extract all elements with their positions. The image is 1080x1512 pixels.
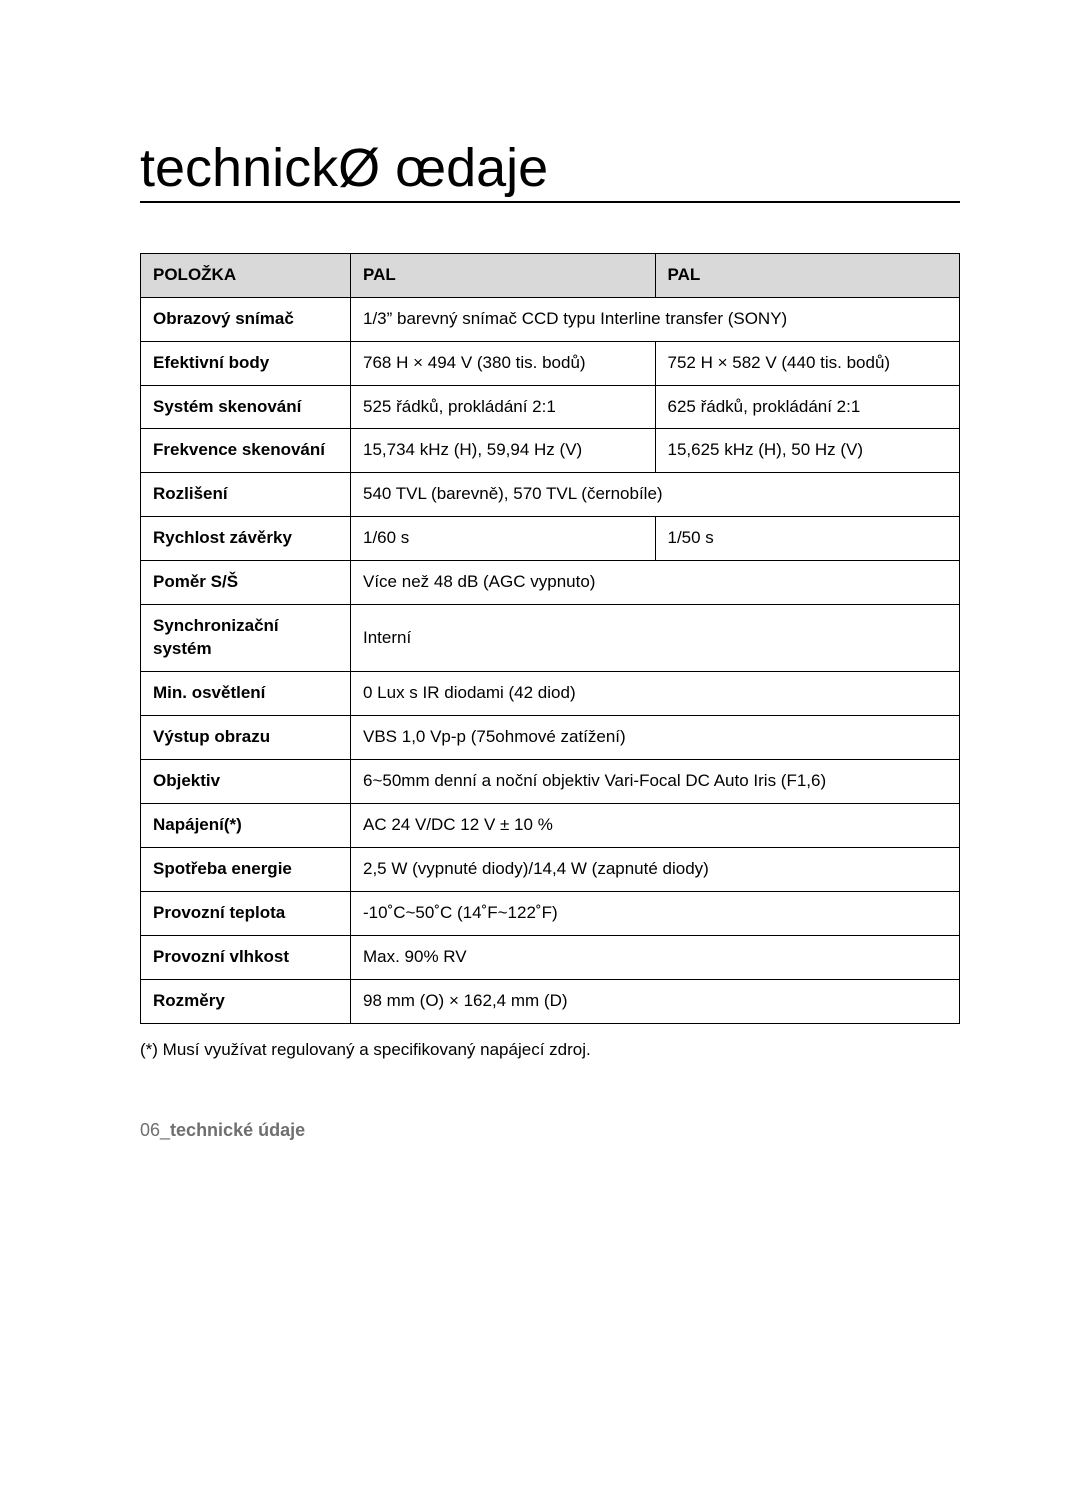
- row-value-2: 1/50 s: [655, 517, 960, 561]
- row-value: Max. 90% RV: [351, 935, 960, 979]
- page-footer: 06_technické údaje: [140, 1120, 305, 1141]
- row-label: Provozní teplota: [141, 891, 351, 935]
- row-value-2: 625 řádků, prokládání 2:1: [655, 385, 960, 429]
- row-label: Provozní vlhkost: [141, 935, 351, 979]
- row-label: Rozlišení: [141, 473, 351, 517]
- table-row: Výstup obrazuVBS 1,0 Vp-p (75ohmové zatí…: [141, 716, 960, 760]
- row-label: Min. osvětlení: [141, 672, 351, 716]
- row-value: 2,5 W (vypnuté diody)/14,4 W (zapnuté di…: [351, 847, 960, 891]
- row-value-2: 752 H × 582 V (440 tis. bodů): [655, 341, 960, 385]
- row-value: 98 mm (O) × 162,4 mm (D): [351, 979, 960, 1023]
- row-label: Frekvence skenování: [141, 429, 351, 473]
- table-row: Frekvence skenování15,734 kHz (H), 59,94…: [141, 429, 960, 473]
- table-row: Rychlost závěrky1/60 s1/50 s: [141, 517, 960, 561]
- row-value: 540 TVL (barevně), 570 TVL (černobíle): [351, 473, 960, 517]
- row-value: 1/3” barevný snímač CCD typu Interline t…: [351, 297, 960, 341]
- row-label: Napájení(*): [141, 803, 351, 847]
- table-row: Efektivní body768 H × 494 V (380 tis. bo…: [141, 341, 960, 385]
- document-page: technickØ œdaje POLOŽKA PAL PAL Obrazový…: [0, 0, 1080, 1060]
- header-col-1: PAL: [351, 253, 656, 297]
- table-row: Systém skenování525 řádků, prokládání 2:…: [141, 385, 960, 429]
- row-label: Synchronizační systém: [141, 605, 351, 672]
- table-row: Obrazový snímač1/3” barevný snímač CCD t…: [141, 297, 960, 341]
- row-value: 0 Lux s IR diodami (42 diod): [351, 672, 960, 716]
- table-row: Synchronizační systémInterní: [141, 605, 960, 672]
- page-title: technickØ œdaje: [140, 140, 960, 197]
- table-row: Rozlišení540 TVL (barevně), 570 TVL (čer…: [141, 473, 960, 517]
- row-label: Obrazový snímač: [141, 297, 351, 341]
- row-value: AC 24 V/DC 12 V ± 10 %: [351, 803, 960, 847]
- table-row: Min. osvětlení0 Lux s IR diodami (42 dio…: [141, 672, 960, 716]
- table-row: Spotřeba energie2,5 W (vypnuté diody)/14…: [141, 847, 960, 891]
- table-row: Napájení(*)AC 24 V/DC 12 V ± 10 %: [141, 803, 960, 847]
- title-rule: technickØ œdaje: [140, 140, 960, 203]
- table-row: Rozměry98 mm (O) × 162,4 mm (D): [141, 979, 960, 1023]
- row-value: VBS 1,0 Vp-p (75ohmové zatížení): [351, 716, 960, 760]
- footer-section-name: technické údaje: [170, 1120, 305, 1140]
- spec-table-body: Obrazový snímač1/3” barevný snímač CCD t…: [141, 297, 960, 1023]
- row-value-2: 15,625 kHz (H), 50 Hz (V): [655, 429, 960, 473]
- row-label: Spotřeba energie: [141, 847, 351, 891]
- table-row: Objektiv6~50mm denní a noční objektiv Va…: [141, 759, 960, 803]
- row-label: Systém skenování: [141, 385, 351, 429]
- row-value-1: 1/60 s: [351, 517, 656, 561]
- row-value: 6~50mm denní a noční objektiv Vari-Focal…: [351, 759, 960, 803]
- row-label: Rozměry: [141, 979, 351, 1023]
- row-value-1: 525 řádků, prokládání 2:1: [351, 385, 656, 429]
- row-value-1: 15,734 kHz (H), 59,94 Hz (V): [351, 429, 656, 473]
- table-header-row: POLOŽKA PAL PAL: [141, 253, 960, 297]
- row-value-1: 768 H × 494 V (380 tis. bodů): [351, 341, 656, 385]
- table-row: Provozní teplota-10˚C~50˚C (14˚F~122˚F): [141, 891, 960, 935]
- header-item: POLOŽKA: [141, 253, 351, 297]
- row-label: Efektivní body: [141, 341, 351, 385]
- row-value: -10˚C~50˚C (14˚F~122˚F): [351, 891, 960, 935]
- row-value: Více než 48 dB (AGC vypnuto): [351, 561, 960, 605]
- table-row: Provozní vlhkostMax. 90% RV: [141, 935, 960, 979]
- spec-table: POLOŽKA PAL PAL Obrazový snímač1/3” bare…: [140, 253, 960, 1024]
- footnote: (*) Musí využívat regulovaný a specifiko…: [140, 1040, 960, 1060]
- table-row: Poměr S/ŠVíce než 48 dB (AGC vypnuto): [141, 561, 960, 605]
- row-label: Rychlost závěrky: [141, 517, 351, 561]
- row-label: Objektiv: [141, 759, 351, 803]
- row-value: Interní: [351, 605, 960, 672]
- footer-page-number: 06_: [140, 1120, 170, 1140]
- row-label: Poměr S/Š: [141, 561, 351, 605]
- header-col-2: PAL: [655, 253, 960, 297]
- row-label: Výstup obrazu: [141, 716, 351, 760]
